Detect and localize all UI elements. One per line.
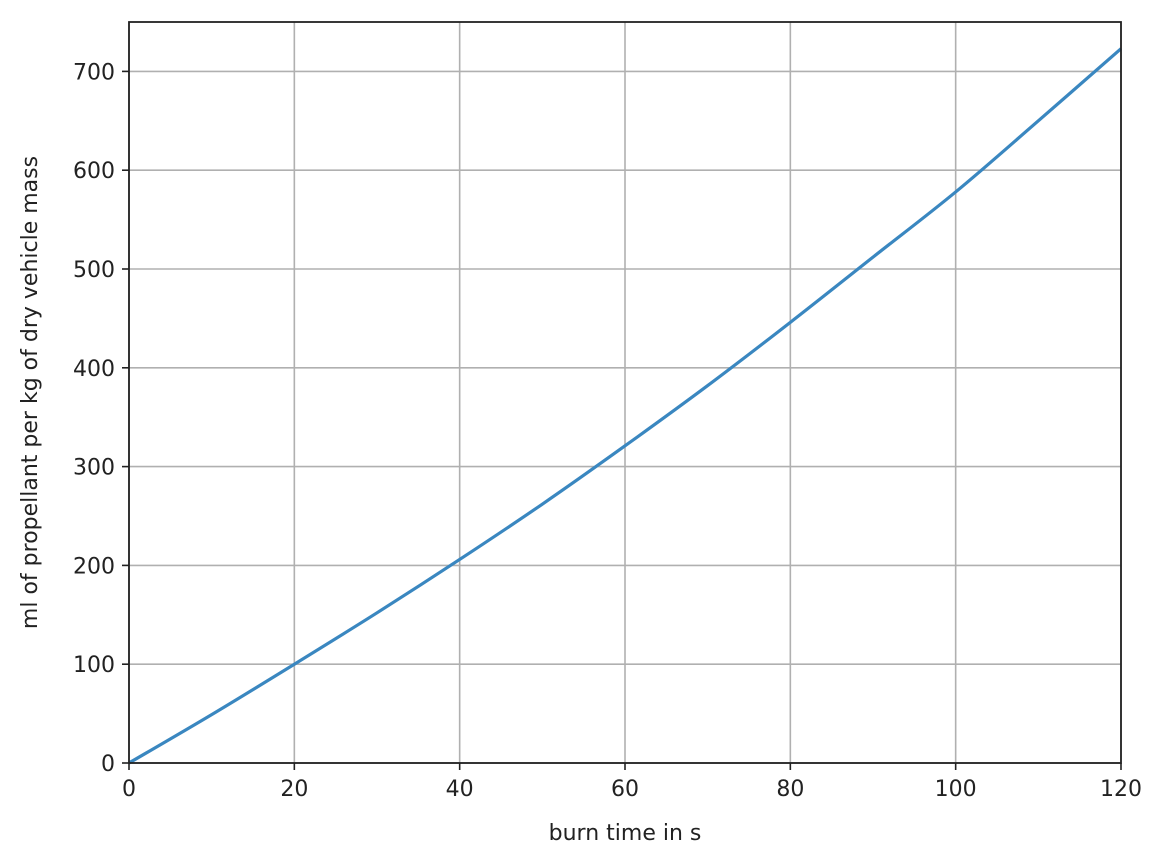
ticks: 0 20 40 60 80 100 120 0 100 200 300 400 500 600 700 — [73, 60, 1142, 802]
y-tick-label: 100 — [73, 653, 115, 678]
y-tick-label: 600 — [73, 159, 115, 184]
x-tick-label: 40 — [446, 777, 474, 802]
x-tick-label: 60 — [611, 777, 639, 802]
series-layer — [128, 47, 1123, 765]
y-tick-label: 0 — [101, 752, 115, 777]
x-tick-label: 80 — [776, 777, 804, 802]
x-tick-label: 0 — [122, 777, 136, 802]
y-tick-label: 500 — [73, 258, 115, 283]
series-line-0 — [128, 47, 1123, 765]
y-tick-label: 300 — [73, 456, 115, 481]
x-tick-label: 100 — [935, 777, 977, 802]
x-tick-label: 120 — [1100, 777, 1142, 802]
y-tick-label: 200 — [73, 554, 115, 579]
grid — [128, 22, 1122, 764]
y-tick-label: 700 — [73, 60, 115, 85]
y-tick-label: 400 — [73, 357, 115, 382]
y-axis-label: ml of propellant per kg of dry vehicle m… — [18, 156, 43, 629]
x-axis-label: burn time in s — [549, 821, 702, 846]
x-tick-label: 20 — [280, 777, 308, 802]
